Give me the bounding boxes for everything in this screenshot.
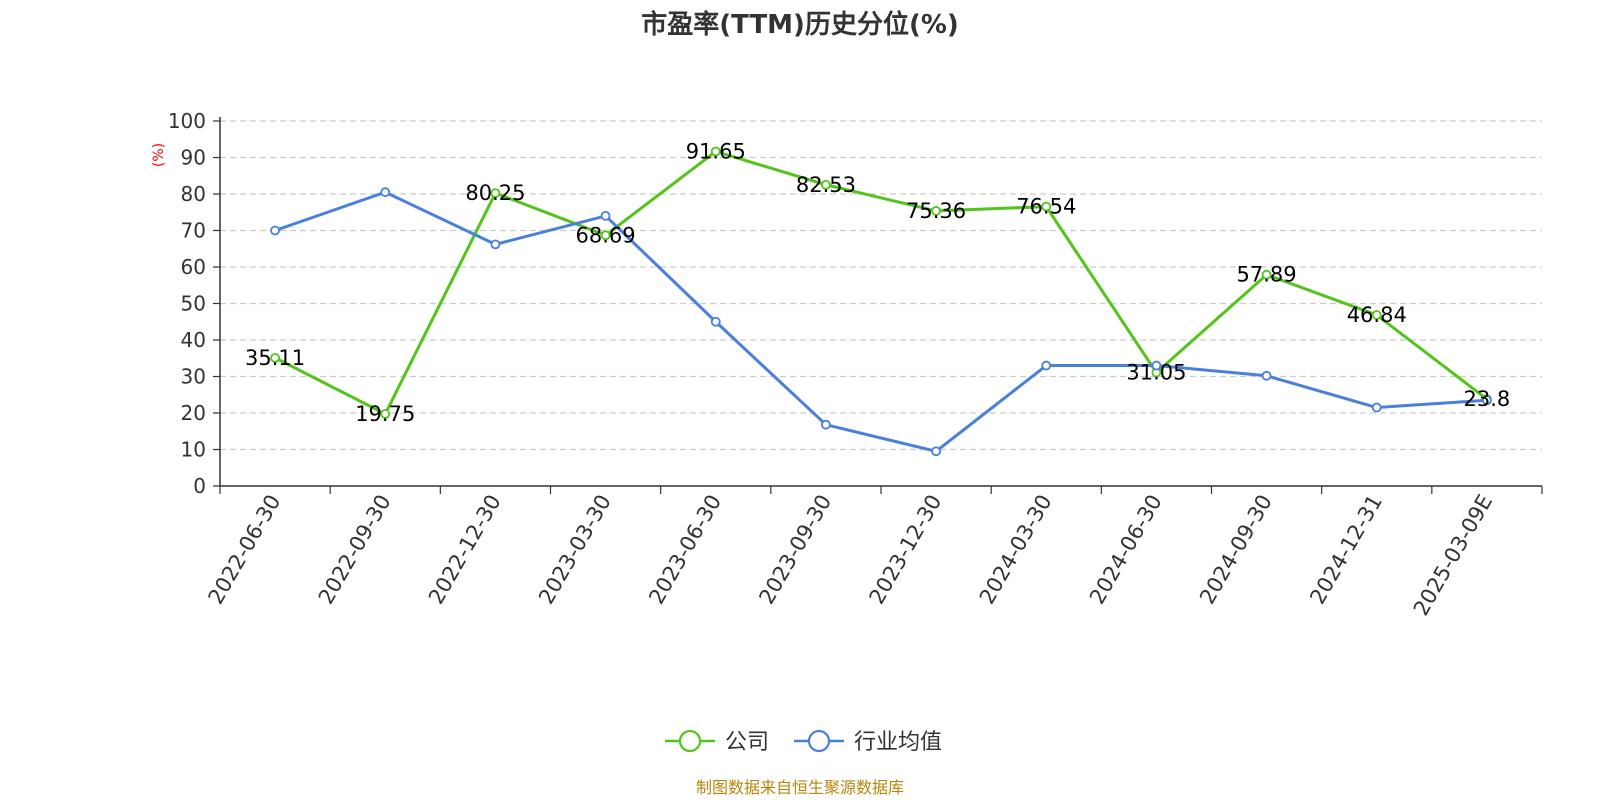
data-point: [1371, 402, 1382, 413]
y-tick-label: 90: [181, 146, 206, 170]
y-axis-label: (%): [151, 143, 167, 167]
y-tick-label: 50: [181, 292, 206, 316]
legend-label: 行业均值: [854, 730, 942, 755]
data-point: [1041, 201, 1052, 212]
data-point: [710, 316, 721, 327]
data-label: 23.8: [1464, 387, 1511, 411]
data-labels: 35.11 19.75 80.25 68.69 91.65 82.53 75.36 76.54…: [245, 139, 1510, 425]
y-tick-label: 30: [181, 365, 206, 389]
data-point: [931, 206, 941, 216]
data-label: 68.69: [576, 223, 636, 247]
data-label: 82.53: [796, 173, 856, 197]
y-tick-label: 70: [181, 219, 206, 243]
data-label: 57.89: [1237, 263, 1297, 287]
legend-label: 公司: [725, 730, 769, 755]
y-tick-label: 80: [181, 182, 206, 206]
data-point: [600, 210, 611, 221]
data-label: 75.36: [906, 199, 966, 223]
data-label: 35.11: [245, 346, 305, 370]
y-tick-label: 10: [181, 438, 206, 462]
data-label: 19.75: [355, 402, 415, 426]
x-tick-label: 2022-06-30: [204, 491, 286, 609]
data-point: [600, 230, 611, 241]
data-point: [490, 188, 501, 198]
x-tick-label: 2023-06-30: [644, 491, 726, 609]
data-point: [270, 225, 280, 236]
legend: 公司 行业均值: [665, 729, 942, 755]
y-tick-label: 20: [181, 401, 206, 425]
x-tick-label: 2024-03-30: [975, 491, 1057, 609]
data-point: [710, 146, 721, 157]
y-tick-label: 0: [193, 474, 206, 498]
data-point: [1041, 360, 1052, 371]
x-tick-label: 2022-12-30: [424, 490, 506, 608]
data-label: 31.05: [1126, 361, 1186, 385]
data-point: [380, 409, 391, 419]
x-tick-label: 2023-12-30: [865, 490, 947, 608]
data-label: 76.54: [1016, 195, 1076, 219]
grid-lines: [220, 120, 1542, 451]
data-point: [1261, 370, 1272, 381]
source-note: 制图数据来自恒生聚源数据库: [696, 778, 904, 797]
data-point: [821, 419, 831, 430]
y-tick-label: 60: [181, 255, 206, 279]
y-tick-label: 40: [181, 328, 206, 352]
data-label: 46.84: [1347, 303, 1407, 327]
data-point: [1261, 269, 1272, 280]
x-tick-label: 2023-03-30: [534, 491, 616, 609]
x-tick-label: 2024-09-30: [1195, 491, 1277, 609]
x-tick-label: 2022-09-30: [314, 491, 396, 609]
data-point: [270, 352, 280, 363]
x-tick-label: 2025-03-09E: [1409, 491, 1497, 620]
series-line-1: [274, 190, 1488, 453]
chart-title: 市盈率(TTM)历史分位(%): [641, 9, 959, 40]
data-label: 80.25: [465, 181, 525, 205]
data-point: [490, 239, 501, 250]
data-point: [931, 446, 941, 457]
x-tick-label: 2024-12-31: [1305, 491, 1387, 609]
legend-swatch-marker: [678, 729, 702, 753]
legend-swatch-marker: [807, 729, 831, 753]
y-tick-label: 100: [168, 109, 206, 133]
x-tick-label: 2024-06-30: [1085, 491, 1167, 609]
series-layer: [270, 146, 1492, 457]
series-line-0: [274, 149, 1488, 416]
data-point: [380, 187, 391, 198]
data-point: [821, 179, 831, 190]
data-point: [1371, 310, 1382, 320]
data-point: [1151, 360, 1162, 371]
data-label: 91.65: [686, 139, 746, 163]
data-point: [1482, 395, 1492, 406]
x-tick-label: 2023-09-30: [754, 491, 836, 609]
